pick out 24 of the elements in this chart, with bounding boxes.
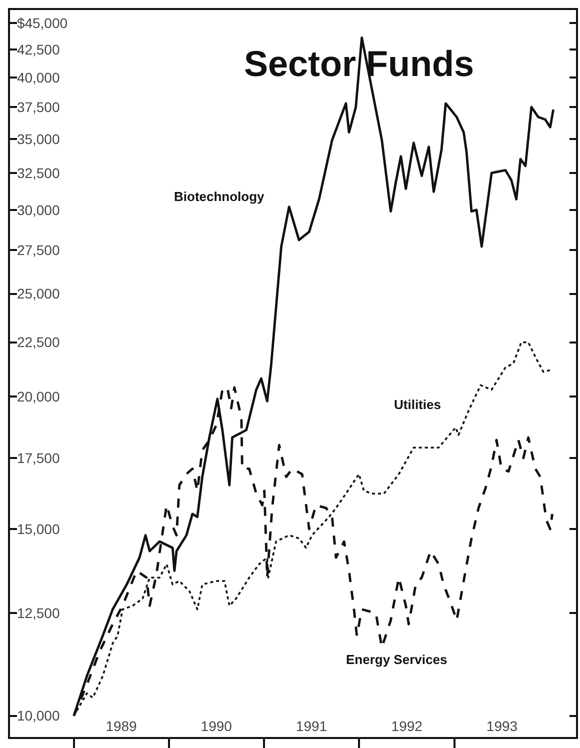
series-label: Energy Services [346,652,448,667]
y-tick-label: 12,500 [16,604,60,621]
x-tick-label: 1992 [391,718,423,734]
y-tick-label: 15,000 [16,520,60,537]
y-tick-label: 32,500 [16,164,60,181]
y-tick-label: $45,000 [16,15,68,32]
x-tick-label: 1989 [106,718,138,734]
y-tick-label: 40,000 [16,69,60,86]
y-tick-label: 10,000 [16,708,60,724]
y-tick-label: 42,500 [16,41,60,58]
y-tick-label: 35,000 [16,130,60,147]
y-tick-label: 17,500 [16,450,60,466]
y-tick-label: 30,000 [16,202,60,218]
y-tick-label: 25,000 [16,286,60,302]
x-tick-label: 1990 [200,718,232,734]
x-tick-label: 1993 [486,718,518,734]
text: Sector Funds [244,43,474,84]
x-tick-label: 1991 [296,718,328,734]
series-label: Utilities [394,397,441,412]
y-tick-label: 37,500 [16,98,60,115]
y-tick-label: 20,000 [16,388,60,404]
y-tick-label: 22,500 [16,334,60,350]
series-label: Biotechnology [174,189,266,204]
y-tick-label: 27,500 [16,242,60,258]
